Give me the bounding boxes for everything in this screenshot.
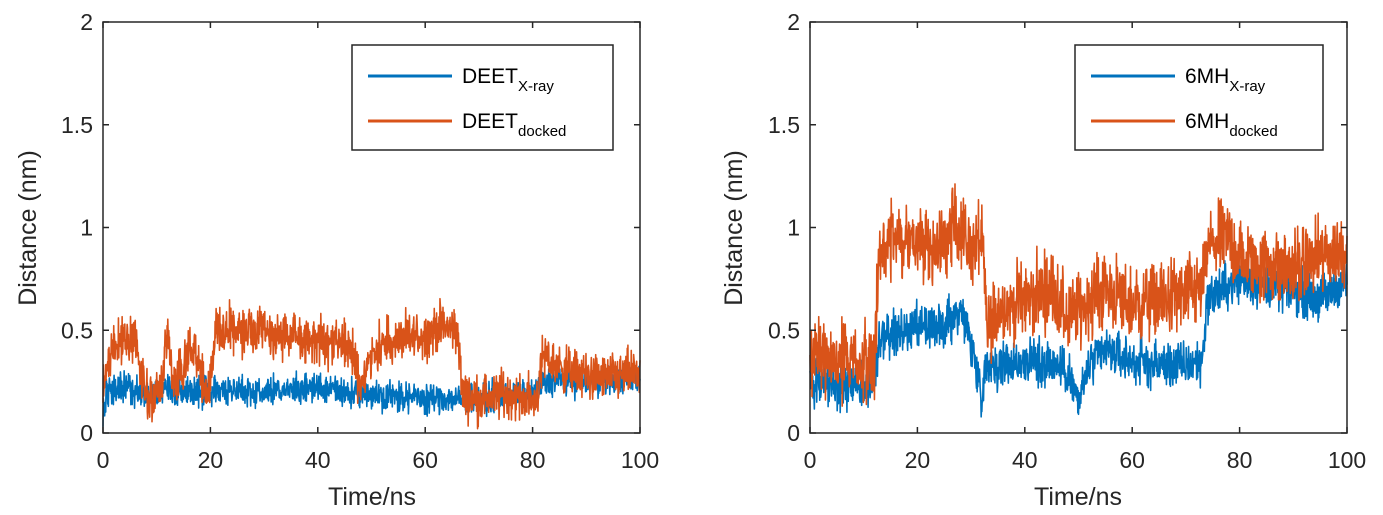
right-y-tick-label: 0.5 [768, 317, 800, 343]
right-x-tick-label: 20 [905, 447, 931, 473]
left-x-ticks: 0 20 40 60 80 100 [97, 22, 659, 473]
right-series-line-xray [809, 256, 1348, 418]
left-x-tick-label: 100 [621, 447, 659, 473]
left-series-layer [102, 297, 641, 430]
left-x-tick-label: 20 [198, 447, 224, 473]
left-x-tick-label: 60 [412, 447, 438, 473]
right-x-tick-label: 80 [1227, 447, 1253, 473]
left-y-tick-label: 0.5 [61, 317, 93, 343]
left-x-tick-label: 80 [520, 447, 546, 473]
left-x-axis-label: Time/ns [328, 483, 416, 511]
right-legend-label-xray: 6MHX-ray [1185, 65, 1266, 95]
right-x-axis-label: Time/ns [1034, 483, 1122, 511]
right-legend: 6MHX-ray 6MHdocked [1074, 44, 1324, 151]
right-y-tick-label: 0 [787, 420, 800, 446]
left-legend-box [351, 44, 614, 151]
right-y-tick-label: 1 [787, 215, 800, 241]
right-series-layer [809, 183, 1348, 418]
left-y-ticks: 0 0.5 1 1.5 2 [61, 9, 640, 446]
right-legend-box [1074, 44, 1324, 151]
right-x-tick-label: 100 [1328, 447, 1366, 473]
right-y-tick-label: 2 [787, 9, 800, 35]
right-x-tick-label: 40 [1012, 447, 1038, 473]
right-chart: 0 20 40 60 80 100 0 0.5 1 1.5 2 Time/ns Distance … [720, 9, 1366, 511]
left-series-line-xray [102, 362, 641, 427]
right-y-ticks: 0 0.5 1 1.5 2 [768, 9, 1347, 446]
left-series-line-docked [102, 297, 641, 430]
right-y-tick-label: 1.5 [768, 112, 800, 138]
right-series-line-docked [809, 183, 1348, 407]
right-x-tick-label: 60 [1119, 447, 1145, 473]
left-y-axis-label: Distance (nm) [14, 150, 42, 306]
left-y-tick-label: 2 [80, 9, 93, 35]
left-y-tick-label: 0 [80, 420, 93, 446]
left-x-tick-label: 40 [305, 447, 331, 473]
right-x-ticks: 0 20 40 60 80 100 [804, 22, 1366, 473]
left-x-tick-label: 0 [97, 447, 110, 473]
left-chart: 0 20 40 60 80 100 0 0.5 1 1.5 2 Time/ns Distance … [14, 9, 659, 511]
right-y-axis-label: Distance (nm) [720, 150, 748, 306]
left-y-tick-label: 1.5 [61, 112, 93, 138]
left-y-tick-label: 1 [80, 215, 93, 241]
left-legend: DEETX-ray DEETdocked [351, 44, 614, 151]
left-legend-label-docked: DEETdocked [462, 110, 566, 140]
right-legend-label-docked: 6MHdocked [1185, 110, 1278, 140]
left-legend-label-xray: DEETX-ray [462, 65, 554, 95]
right-x-tick-label: 0 [804, 447, 817, 473]
